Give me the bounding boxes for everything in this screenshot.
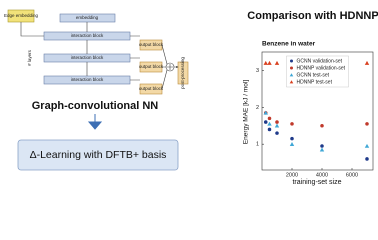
point: [263, 60, 268, 65]
point: [319, 147, 325, 152]
post-processing-label: post-processing: [180, 57, 185, 89]
point: [274, 123, 280, 128]
down-arrow: [87, 114, 103, 130]
x-tick-label: 4000: [316, 172, 328, 178]
legend-marker: [290, 66, 293, 70]
chart: Comparison with HDNNP Benzene in water t…: [243, 10, 378, 186]
point: [290, 136, 294, 141]
point: [263, 110, 268, 115]
y-tick-label: 2: [256, 105, 259, 111]
point: [320, 123, 324, 128]
legend-box: [286, 55, 349, 88]
legend-marker: [289, 80, 294, 84]
y-tick-label: 1: [256, 142, 259, 148]
point: [267, 116, 272, 121]
point: [290, 122, 294, 126]
point: [275, 120, 279, 124]
point: [320, 144, 324, 148]
interaction-label: interaction block: [71, 33, 104, 38]
legend-marker: [290, 59, 293, 63]
point: [267, 60, 272, 65]
y-tick-label: 3: [256, 68, 259, 74]
interaction-label: interaction block: [71, 55, 104, 60]
point: [267, 127, 272, 132]
point: [365, 122, 369, 126]
embedding-box: [59, 13, 116, 23]
legend-label: HDNNP validation-set: [297, 65, 346, 71]
result-label: Δ-Learning with DFTB+ basis: [30, 149, 167, 161]
plot-frame: [261, 51, 374, 171]
diagram-caption: Graph-convolutional NN: [32, 100, 159, 112]
chart-subtitle: Benzene in water: [262, 41, 316, 48]
layers-label: # layers: [27, 49, 32, 66]
legend-marker: [289, 73, 294, 77]
x-tick-label: 6000: [346, 172, 358, 178]
edge-embedding-label: Edge embedding: [4, 13, 39, 18]
result-box: [17, 139, 179, 171]
point: [263, 120, 268, 124]
x-tick-label: 2000: [286, 172, 298, 178]
page: Edge embedding embedding interaction blo…: [4, 9, 378, 186]
embedding-label: embedding: [76, 15, 99, 20]
point: [365, 157, 369, 161]
y-axis-label: Energy MAE [kJ / mol]: [243, 80, 250, 144]
point: [275, 131, 279, 135]
interaction-label: interaction block: [71, 77, 104, 82]
point: [364, 143, 370, 148]
gcnn-diagram: Edge embedding embedding interaction blo…: [4, 9, 189, 171]
output-label: output block: [139, 42, 164, 47]
point: [289, 141, 295, 146]
legend-label: GCNN test-set: [297, 72, 330, 78]
output-label: output block: [139, 64, 164, 69]
connector: [20, 22, 178, 90]
point: [267, 121, 272, 126]
legend-label: HDNNP test-set: [297, 79, 333, 85]
chart-title: Comparison with HDNNP: [247, 10, 378, 22]
output-label: output block: [139, 86, 164, 91]
sum-sign: [167, 64, 173, 70]
post-processing-box: [177, 61, 189, 85]
legend-label: GCNN validation-set: [297, 58, 343, 64]
x-axis-label: training-set size: [292, 179, 341, 186]
point: [364, 60, 370, 65]
point: [274, 60, 280, 65]
